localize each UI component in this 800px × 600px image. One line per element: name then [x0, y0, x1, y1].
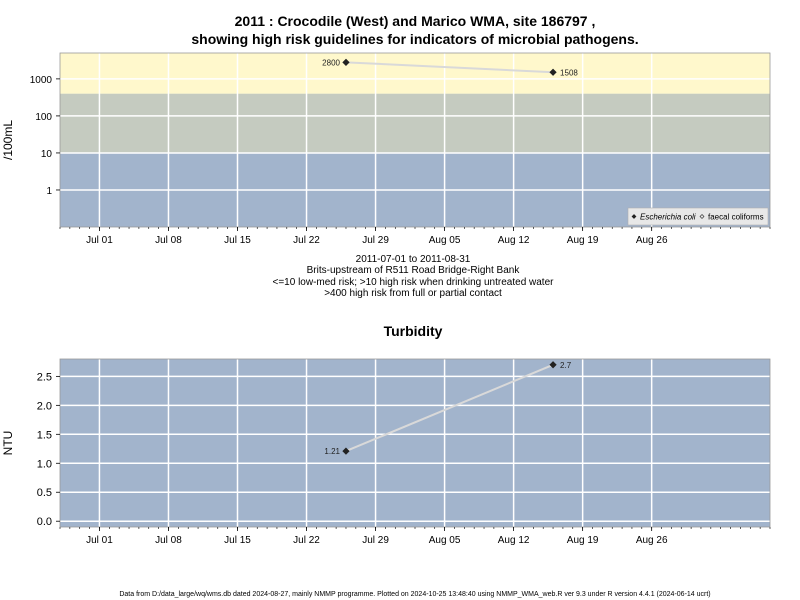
chart1-y-tick-label-1: 10 — [41, 149, 53, 160]
chart1-risk-band-2 — [60, 53, 770, 94]
chart1-data-label-0-0: 2800 — [322, 58, 340, 67]
chart1-data-point-0-1 — [549, 68, 557, 76]
chart2-y-tick-label-4: 2.0 — [37, 400, 52, 412]
chart2-x-tick-label-0: Jul 01 — [86, 535, 113, 546]
microbial-chart: Jul 01 Jul 08 Jul 15 Jul 22 Jul 29 Aug 05 Aug … — [1, 52, 771, 246]
footer-note: Data from D:/data_large/wq/wms.db dated … — [119, 591, 710, 598]
chart1-title-line1: 2011 : Crocodile (West) and Marico WMA, … — [235, 13, 596, 29]
chart2-x-tick-label-8: Aug 26 — [636, 535, 668, 546]
chart2-y-tick-label-3: 1.5 — [37, 429, 52, 441]
chart2-y-tick-label-1: 0.5 — [37, 487, 52, 499]
chart2-x-tick-label-3: Jul 22 — [293, 535, 320, 546]
chart2-x-tick-label-4: Jul 29 — [362, 535, 389, 546]
chart2-x-tick-label-6: Aug 12 — [498, 535, 530, 546]
chart1-caption-line1: 2011-07-01 to 2011-08-31 — [356, 254, 471, 265]
chart1-x-tick-label-4: Jul 29 — [362, 235, 389, 246]
chart1-x-tick-label-5: Aug 05 — [429, 235, 461, 246]
chart1-x-tick-label-0: Jul 01 — [86, 235, 113, 246]
turbidity-chart: Jul 01 Jul 08 Jul 15 Jul 22 Jul 29 Aug 05 Aug … — [1, 358, 771, 546]
chart1-caption-line3: <=10 low-med risk; >10 high risk when dr… — [273, 277, 555, 288]
chart2-x-tick-label-7: Aug 19 — [567, 535, 599, 546]
chart1-series-line-0 — [345, 61, 554, 74]
chart2-series-line-0 — [345, 363, 554, 453]
chart1-y-axis-label: /100mL — [1, 120, 15, 160]
chart1-legend-box — [627, 207, 769, 226]
chart1-legend-label-1: faecal coliforms — [708, 213, 764, 222]
chart1-data-point-0-0 — [342, 58, 350, 66]
chart1-data-label-0-1: 1508 — [560, 68, 578, 77]
chart1-x-tick-label-1: Jul 08 — [155, 235, 182, 246]
chart1-legend-marker-1 — [699, 214, 705, 219]
chart1-x-tick-label-8: Aug 26 — [636, 235, 668, 246]
chart1-title-line2: showing high risk guidelines for indicat… — [191, 31, 638, 47]
chart1-y-tick-label-2: 100 — [35, 112, 52, 123]
chart2-x-tick-label-1: Jul 08 — [155, 535, 182, 546]
chart1-x-tick-label-3: Jul 22 — [293, 235, 320, 246]
chart2-y-tick-label-5: 2.5 — [37, 371, 52, 383]
chart2-y-tick-label-2: 1.0 — [37, 458, 52, 470]
chart1-x-tick-label-2: Jul 15 — [224, 235, 251, 246]
chart1-x-tick-label-7: Aug 19 — [567, 235, 599, 246]
chart2-title: Turbidity — [384, 323, 443, 339]
chart2-y-axis-label: NTU — [1, 431, 15, 456]
chart2-x-tick-label-5: Aug 05 — [429, 535, 461, 546]
chart1-y-tick-label-3: 1000 — [30, 75, 53, 86]
chart1-legend-marker-0 — [631, 214, 637, 219]
chart2-data-label-0-0: 1.21 — [324, 447, 340, 456]
chart2-plot-background — [60, 359, 770, 527]
chart1-risk-band-1 — [60, 93, 770, 153]
chart1-x-tick-label-6: Aug 12 — [498, 235, 530, 246]
chart1-caption-line4: >400 high risk from full or partial cont… — [324, 288, 502, 299]
chart2-data-point-0-0 — [342, 447, 350, 455]
chart1-legend-label-0: Escherichia coli — [640, 213, 696, 222]
chart2-y-tick-label-0: 0.0 — [37, 516, 52, 528]
chart2-data-point-0-1 — [549, 361, 557, 369]
chart2-data-label-0-1: 2.7 — [560, 361, 572, 370]
chart1-caption-line2: Brits-upstream of R511 Road Bridge-Right… — [307, 265, 521, 276]
chart1-y-tick-label-0: 1 — [46, 186, 52, 197]
chart2-x-tick-label-2: Jul 15 — [224, 535, 251, 546]
